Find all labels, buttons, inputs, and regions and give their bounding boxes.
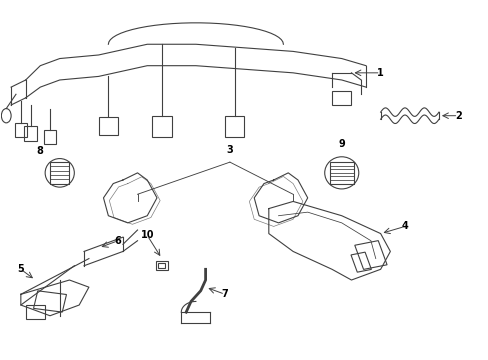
Text: 3: 3 bbox=[226, 145, 233, 155]
Text: 9: 9 bbox=[338, 139, 345, 149]
Text: 4: 4 bbox=[401, 221, 407, 231]
Text: 6: 6 bbox=[115, 236, 121, 246]
Text: 7: 7 bbox=[221, 289, 228, 299]
Text: 8: 8 bbox=[37, 147, 43, 157]
Text: 1: 1 bbox=[377, 68, 383, 78]
Text: 5: 5 bbox=[18, 264, 24, 274]
Text: 10: 10 bbox=[140, 230, 154, 240]
Text: 2: 2 bbox=[454, 111, 461, 121]
